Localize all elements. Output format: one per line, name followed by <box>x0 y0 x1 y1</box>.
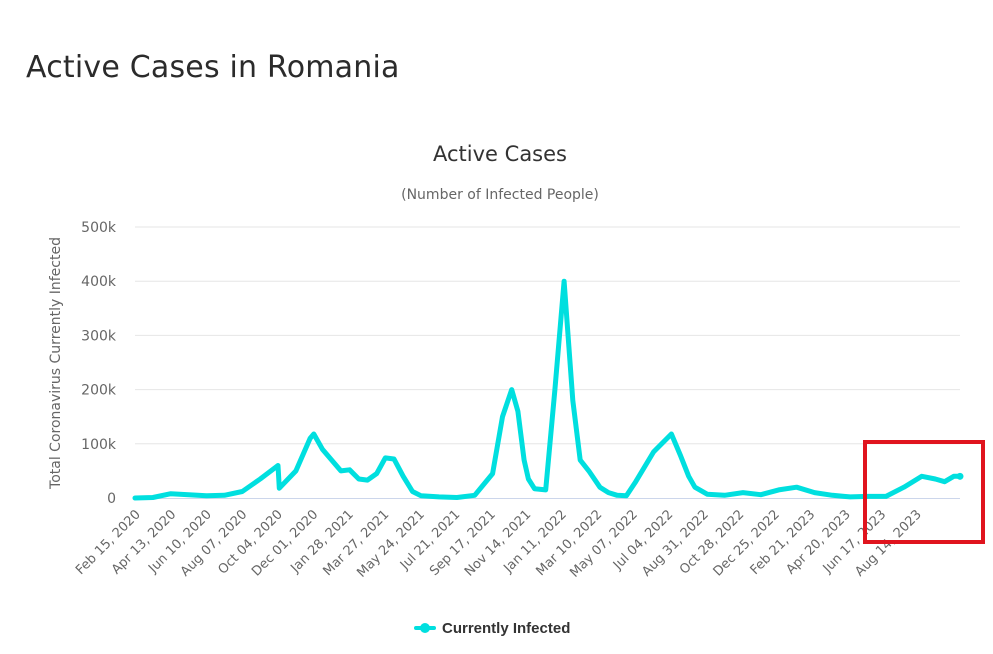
y-tick-label: 300k <box>81 328 117 344</box>
series-layer <box>132 278 964 501</box>
data-point-last <box>956 472 964 480</box>
y-tick-label: 100k <box>81 437 117 453</box>
legend-label: Currently Infected <box>442 619 571 637</box>
grid-lines <box>135 226 960 445</box>
page-title: Active Cases in Romania <box>26 50 400 85</box>
active-cases-chart: Active Cases (Number of Infected People)… <box>48 142 964 581</box>
legend-series-icon <box>414 622 436 634</box>
legend-item-currently-infected[interactable]: Currently Infected <box>414 617 570 639</box>
y-tick-labels: 0 100k 200k 300k 400k 500k <box>81 220 117 507</box>
chart-title: Active Cases <box>433 142 567 166</box>
y-axis-label: Total Coronavirus Currently Infected <box>48 237 64 490</box>
y-tick-label: 400k <box>81 274 117 290</box>
chart-subtitle: (Number of Infected People) <box>401 187 599 203</box>
y-tick-label: 500k <box>81 220 117 236</box>
highlight-box <box>863 440 985 544</box>
y-tick-label: 200k <box>81 383 117 399</box>
series-line-currently-infected <box>132 278 963 501</box>
y-tick-label: 0 <box>107 491 116 507</box>
